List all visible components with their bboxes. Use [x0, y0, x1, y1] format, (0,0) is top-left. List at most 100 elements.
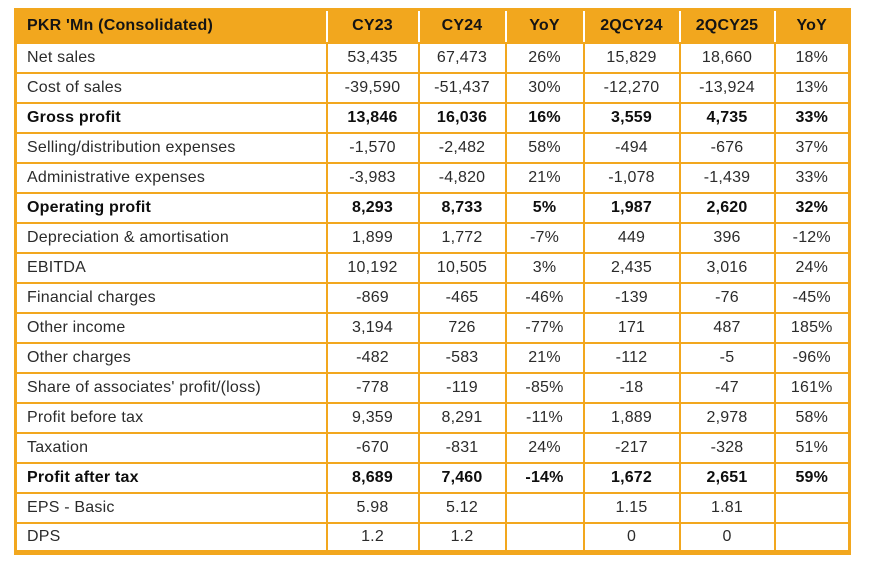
- cell-value: -76: [678, 281, 776, 314]
- cell-value: 7,460: [417, 461, 507, 494]
- cell-value: -119: [417, 371, 507, 404]
- cell-value: 3,559: [582, 101, 681, 134]
- cell-value: 1,672: [582, 461, 681, 494]
- cell-value: 26%: [504, 41, 585, 74]
- cell-value: 3%: [504, 251, 585, 284]
- header-metric-label: PKR 'Mn (Consolidated): [15, 9, 328, 44]
- table-row-operating-profit: Operating profit 8,293 8,733 5% 1,987 2,…: [14, 191, 851, 224]
- row-label: DPS: [14, 521, 328, 554]
- cell-value: 2,435: [582, 251, 681, 284]
- cell-value: 67,473: [417, 41, 507, 74]
- cell-value: -51,437: [417, 71, 507, 104]
- cell-value: 1,987: [582, 191, 681, 224]
- cell-value: 5.98: [325, 491, 420, 524]
- cell-value: -778: [325, 371, 420, 404]
- cell-value: 5%: [504, 191, 585, 224]
- cell-value: 13%: [773, 71, 851, 104]
- cell-value: -217: [582, 431, 681, 464]
- cell-value: -670: [325, 431, 420, 464]
- row-label: Taxation: [14, 431, 328, 464]
- cell-value: 9,359: [325, 401, 420, 434]
- cell-value: -77%: [504, 311, 585, 344]
- cell-value: 37%: [773, 131, 851, 164]
- column-header-cy23: CY23: [326, 9, 420, 44]
- cell-value: 33%: [773, 161, 851, 194]
- cell-value: 185%: [773, 311, 851, 344]
- cell-value: -85%: [504, 371, 585, 404]
- table-row-ebitda: EBITDA 10,192 10,505 3% 2,435 3,016 24%: [14, 251, 851, 284]
- cell-value: -2,482: [417, 131, 507, 164]
- cell-value: 53,435: [325, 41, 420, 74]
- cell-value: 18%: [773, 41, 851, 74]
- cell-value: 2,978: [678, 401, 776, 434]
- row-label: Profit after tax: [14, 461, 328, 494]
- cell-value: 24%: [504, 431, 585, 464]
- column-header-2qcy25: 2QCY25: [679, 9, 776, 44]
- cell-value: 1.2: [325, 521, 420, 554]
- cell-value: -112: [582, 341, 681, 374]
- row-label: Depreciation & amortisation: [14, 221, 328, 254]
- cell-value: 161%: [773, 371, 851, 404]
- cell-value: -494: [582, 131, 681, 164]
- cell-value: 16,036: [417, 101, 507, 134]
- cell-value: -3,983: [325, 161, 420, 194]
- row-label: Share of associates' profit/(loss): [14, 371, 328, 404]
- row-label: Other charges: [14, 341, 328, 374]
- cell-value: -1,439: [678, 161, 776, 194]
- cell-value: 51%: [773, 431, 851, 464]
- cell-value: -18: [582, 371, 681, 404]
- cell-value: 1.81: [678, 491, 776, 524]
- cell-value: 1,889: [582, 401, 681, 434]
- cell-value: [504, 521, 585, 554]
- cell-value: 2,651: [678, 461, 776, 494]
- cell-value: 10,192: [325, 251, 420, 284]
- cell-value: 5.12: [417, 491, 507, 524]
- financial-table: PKR 'Mn (Consolidated) CY23 CY24 YoY 2QC…: [14, 8, 851, 555]
- row-label: Gross profit: [14, 101, 328, 134]
- column-header-cy24: CY24: [418, 9, 507, 44]
- cell-value: 8,293: [325, 191, 420, 224]
- cell-value: 58%: [504, 131, 585, 164]
- column-header-2qcy24: 2QCY24: [583, 9, 681, 44]
- cell-value: 10,505: [417, 251, 507, 284]
- table-row-selling-expenses: Selling/distribution expenses -1,570 -2,…: [14, 131, 851, 164]
- table-row-other-charges: Other charges -482 -583 21% -112 -5 -96%: [14, 341, 851, 374]
- row-label: Financial charges: [14, 281, 328, 314]
- row-label: EBITDA: [14, 251, 328, 284]
- cell-value: -39,590: [325, 71, 420, 104]
- cell-value: 13,846: [325, 101, 420, 134]
- cell-value: 2,620: [678, 191, 776, 224]
- cell-value: 30%: [504, 71, 585, 104]
- cell-value: 1,899: [325, 221, 420, 254]
- row-label: Cost of sales: [14, 71, 328, 104]
- cell-value: 0: [678, 521, 776, 554]
- cell-value: [773, 521, 851, 554]
- cell-value: -12%: [773, 221, 851, 254]
- cell-value: 3,194: [325, 311, 420, 344]
- cell-value: 21%: [504, 161, 585, 194]
- cell-value: 32%: [773, 191, 851, 224]
- cell-value: 18,660: [678, 41, 776, 74]
- cell-value: 0: [582, 521, 681, 554]
- table-row-other-income: Other income 3,194 726 -77% 171 487 185%: [14, 311, 851, 344]
- cell-value: 8,291: [417, 401, 507, 434]
- row-label: Administrative expenses: [14, 161, 328, 194]
- row-label: Profit before tax: [14, 401, 328, 434]
- row-label: EPS - Basic: [14, 491, 328, 524]
- cell-value: -831: [417, 431, 507, 464]
- row-label: Selling/distribution expenses: [14, 131, 328, 164]
- cell-value: -328: [678, 431, 776, 464]
- cell-value: -45%: [773, 281, 851, 314]
- cell-value: [773, 491, 851, 524]
- table-row-depreciation: Depreciation & amortisation 1,899 1,772 …: [14, 221, 851, 254]
- cell-value: -482: [325, 341, 420, 374]
- table-row-cost-of-sales: Cost of sales -39,590 -51,437 30% -12,27…: [14, 71, 851, 104]
- cell-value: 449: [582, 221, 681, 254]
- cell-value: 4,735: [678, 101, 776, 134]
- cell-value: -869: [325, 281, 420, 314]
- cell-value: -5: [678, 341, 776, 374]
- cell-value: 15,829: [582, 41, 681, 74]
- cell-value: 487: [678, 311, 776, 344]
- row-label: Operating profit: [14, 191, 328, 224]
- cell-value: -14%: [504, 461, 585, 494]
